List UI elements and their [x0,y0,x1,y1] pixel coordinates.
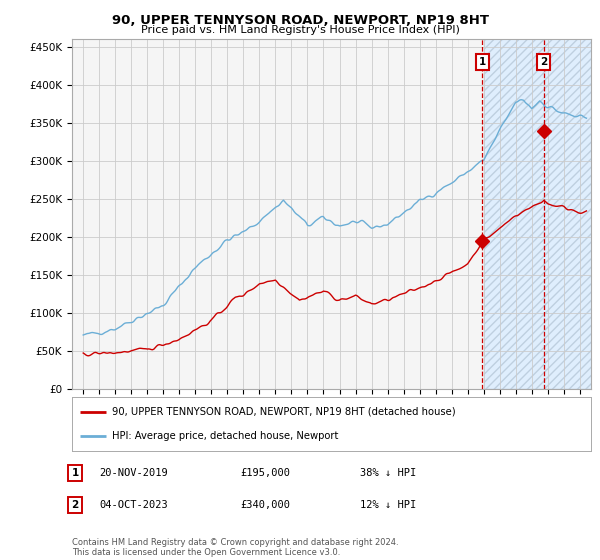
Text: Price paid vs. HM Land Registry's House Price Index (HPI): Price paid vs. HM Land Registry's House … [140,25,460,35]
Text: 2: 2 [71,500,79,510]
Text: 2: 2 [540,57,547,67]
Text: 1: 1 [71,468,79,478]
Text: 20-NOV-2019: 20-NOV-2019 [99,468,168,478]
Text: 90, UPPER TENNYSON ROAD, NEWPORT, NP19 8HT: 90, UPPER TENNYSON ROAD, NEWPORT, NP19 8… [112,14,488,27]
Text: 04-OCT-2023: 04-OCT-2023 [99,500,168,510]
Bar [484,39,596,389]
Text: 38% ↓ HPI: 38% ↓ HPI [360,468,416,478]
Text: £195,000: £195,000 [240,468,290,478]
Text: HPI: Average price, detached house, Newport: HPI: Average price, detached house, Newp… [112,431,339,441]
Text: 12% ↓ HPI: 12% ↓ HPI [360,500,416,510]
Text: Contains HM Land Registry data © Crown copyright and database right 2024.
This d: Contains HM Land Registry data © Crown c… [72,538,398,557]
Text: 1: 1 [479,57,486,67]
Text: £340,000: £340,000 [240,500,290,510]
Text: 90, UPPER TENNYSON ROAD, NEWPORT, NP19 8HT (detached house): 90, UPPER TENNYSON ROAD, NEWPORT, NP19 8… [112,407,456,417]
